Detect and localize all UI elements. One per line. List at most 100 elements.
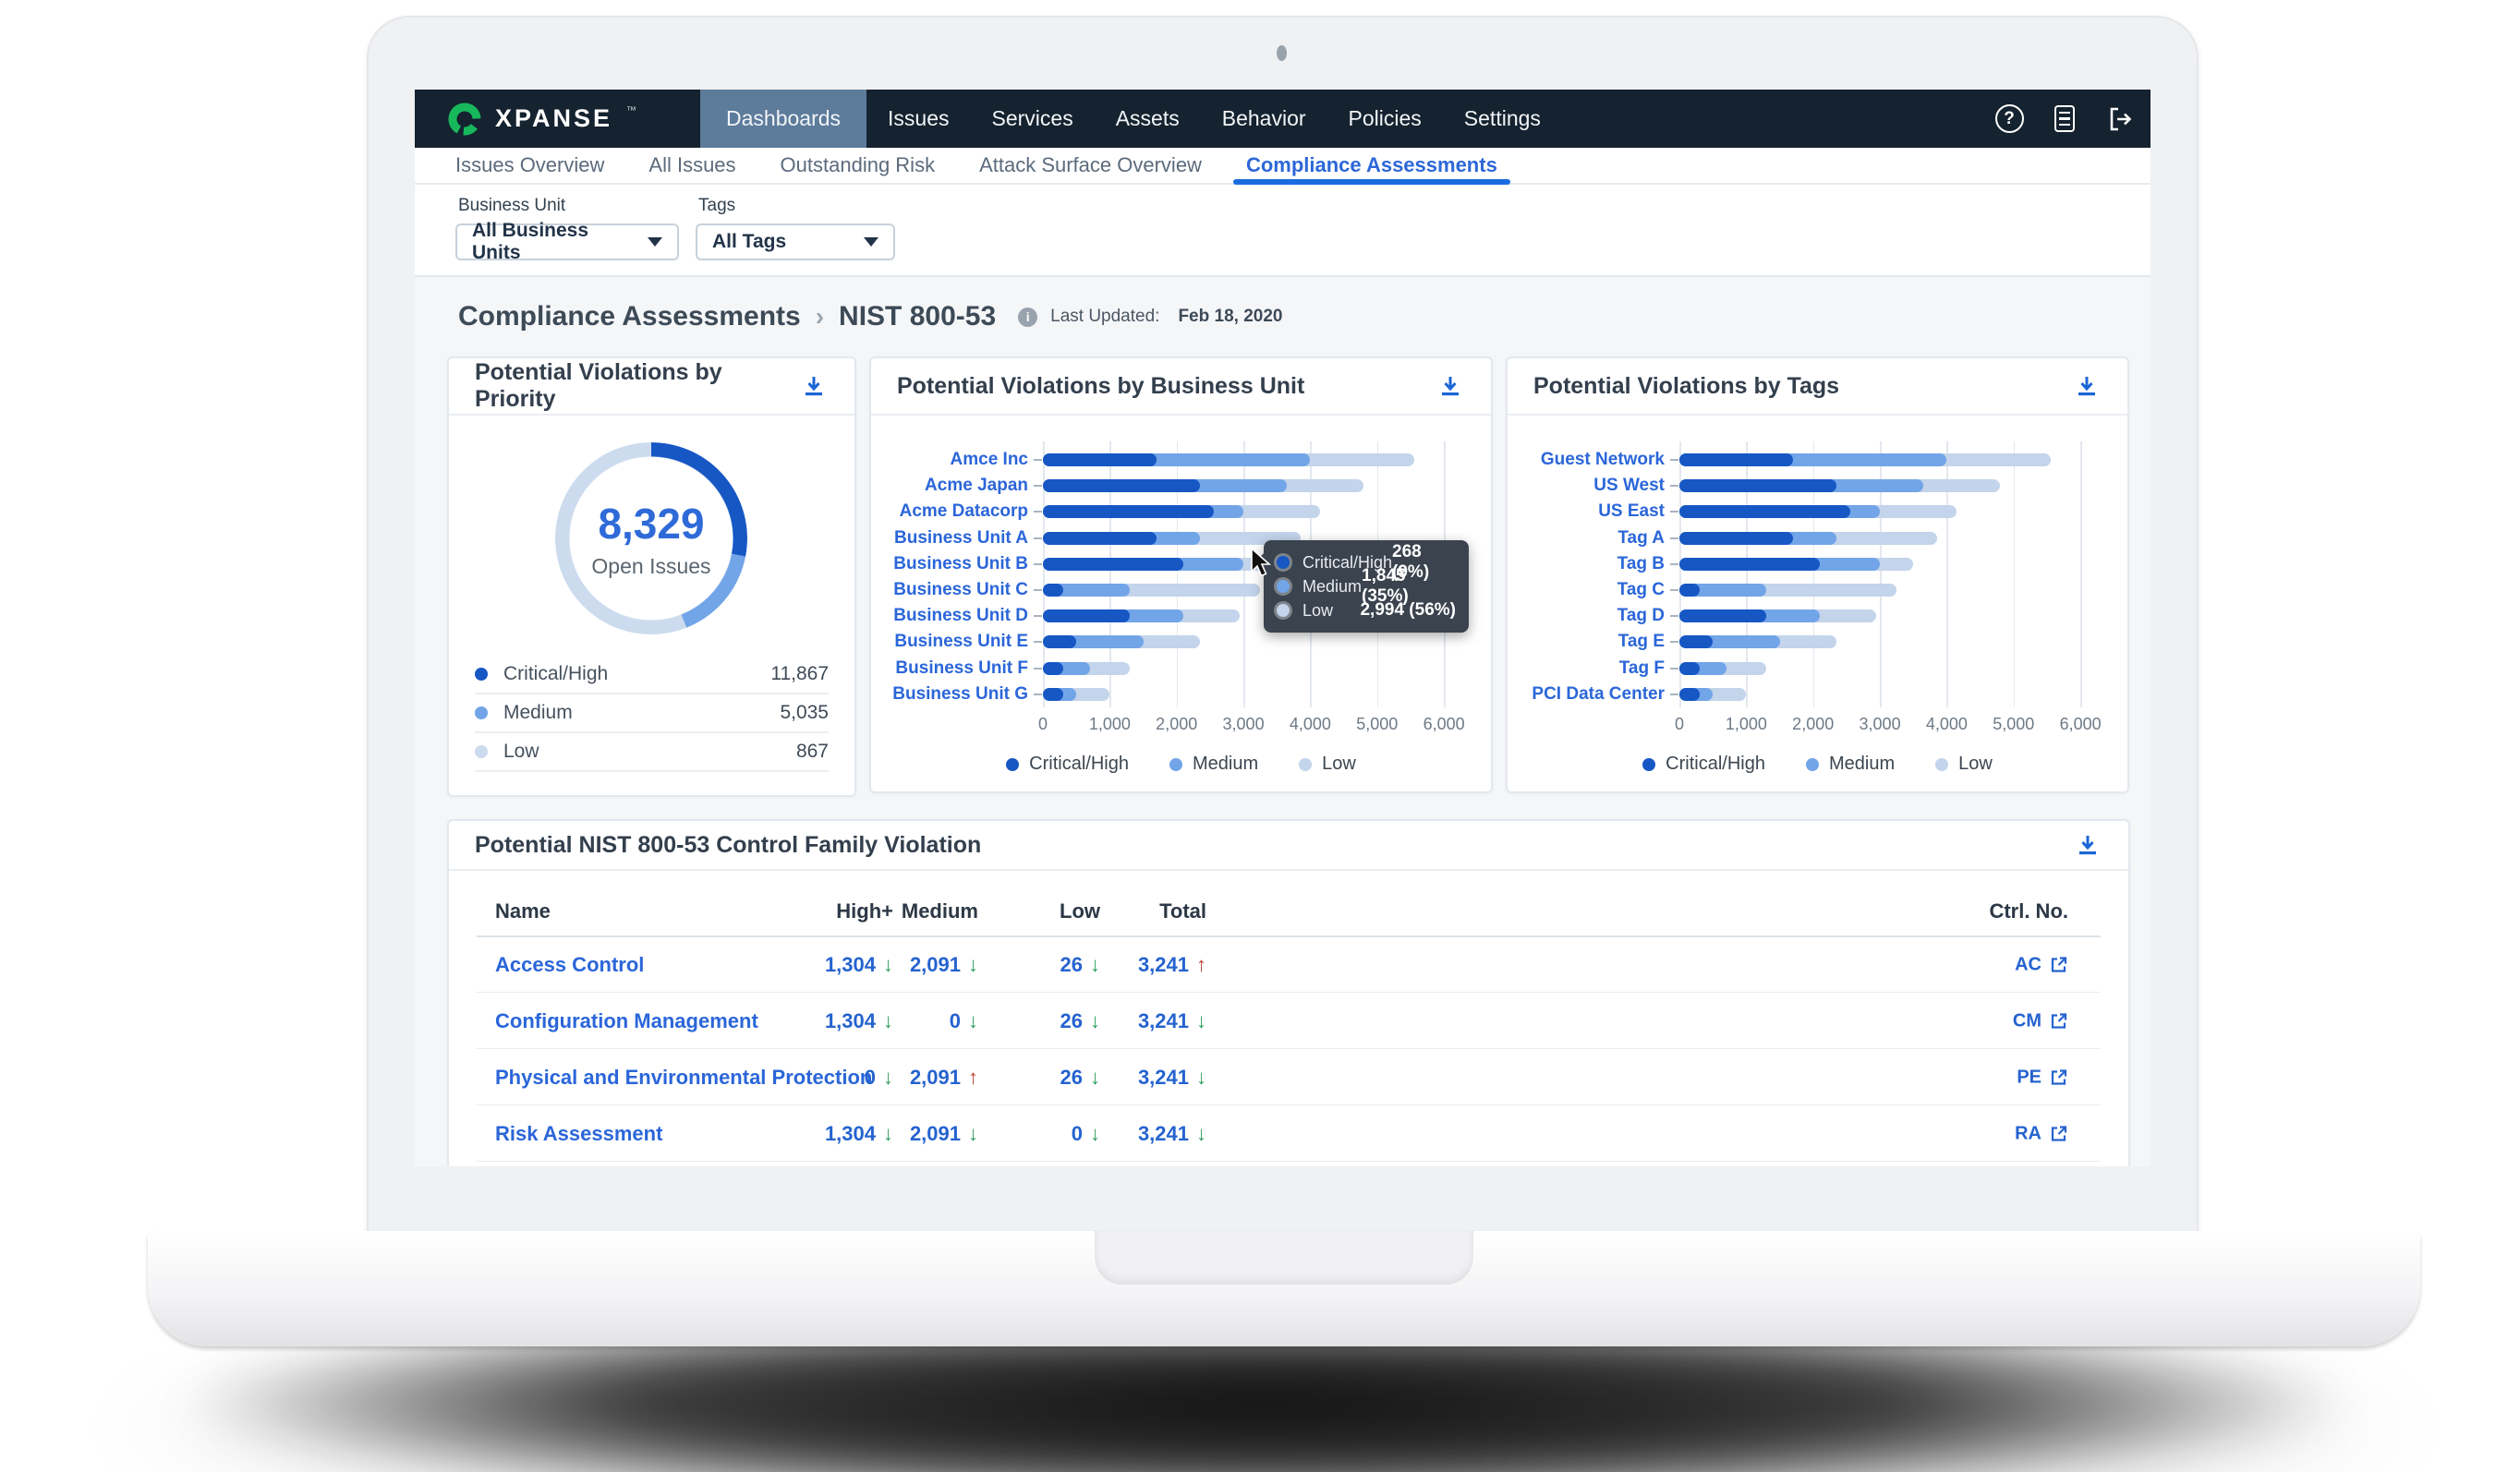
logout-icon[interactable] (2104, 103, 2136, 135)
bar-business-unit-f[interactable] (1043, 661, 1454, 675)
axis-tick (1034, 562, 1042, 565)
x-tick-label: 1,000 (1725, 715, 1767, 733)
ctrl-no-link[interactable]: PE (2017, 1067, 2068, 1088)
axis-tick (1034, 485, 1042, 488)
x-axis: 0 1,000 2,000 3,000 4,000 5,000 6,000 (1038, 715, 1465, 737)
x-tick-label: 3,000 (1222, 715, 1265, 733)
axis-tick (1670, 693, 1678, 695)
control-family-link[interactable]: Access Control (495, 952, 645, 976)
trend-down-icon: ↓ (1090, 1121, 1100, 1145)
category-label: US East (1598, 501, 1665, 522)
bar-business-unit-a[interactable] (1043, 531, 1454, 545)
bar-amce-inc[interactable] (1043, 453, 1454, 466)
page-subtitle: NIST 800-53 (839, 301, 997, 332)
nav-item-settings[interactable]: Settings (1463, 106, 1541, 130)
metric-cell: 3,241 ↑ (1138, 953, 1206, 977)
bar-tag-d[interactable] (1679, 609, 2090, 623)
bar-tag-b[interactable] (1679, 557, 2090, 571)
critical-segment (1043, 557, 1183, 571)
metric-cell: 2,091 ↑ (910, 1066, 978, 1090)
legend-value: 11,867 (770, 663, 829, 684)
bar-tag-e[interactable] (1679, 635, 2090, 649)
plot-area (1679, 441, 2090, 707)
last-updated-label: Last Updated: (1050, 307, 1160, 326)
ctrl-no-link[interactable]: RA (2015, 1123, 2068, 1144)
nav-item-assets[interactable]: Assets (1115, 106, 1180, 130)
metric-cell: 3,241 ↓ (1138, 1009, 1206, 1033)
bar-guest-network[interactable] (1679, 453, 2090, 466)
nav-item-policies[interactable]: Policies (1348, 106, 1422, 130)
trend-down-icon: ↓ (883, 1008, 893, 1032)
bar-tag-c[interactable] (1679, 584, 2090, 597)
column-header-medium: Medium (901, 899, 978, 923)
bar-business-unit-e[interactable] (1043, 635, 1454, 649)
bar-acme-datacorp[interactable] (1043, 505, 1454, 519)
tab-all-issues[interactable]: All Issues (648, 153, 736, 176)
bar-us-west[interactable] (1679, 479, 2090, 493)
nav-item-behavior[interactable]: Behavior (1221, 106, 1306, 130)
category-label: Tag D (1617, 606, 1665, 626)
category-label: Business Unit A (894, 527, 1028, 548)
business-unit-label: Business Unit (458, 196, 566, 215)
main-nav: Dashboards Issues Services Assets Behavior Po… (700, 90, 1562, 148)
bar-business-unit-d[interactable] (1043, 609, 1454, 623)
metric-cell: 1,304 ↓ (825, 953, 893, 977)
nav-item-issues[interactable]: Issues (888, 106, 950, 130)
download-icon[interactable] (800, 371, 829, 401)
x-tick-label: 6,000 (2059, 715, 2102, 733)
download-icon[interactable] (1436, 371, 1465, 401)
gridline (1880, 441, 1882, 707)
metric-value: 0 (864, 1065, 876, 1089)
tab-outstanding-risk[interactable]: Outstanding Risk (780, 153, 936, 176)
control-family-link[interactable]: Physical and Environmental Protection (495, 1065, 873, 1089)
download-icon[interactable] (2073, 830, 2102, 860)
critical-segment (1043, 505, 1214, 519)
x-tick-label: 5,000 (1993, 715, 2035, 733)
download-icon[interactable] (2072, 371, 2102, 401)
axis-tick (1034, 459, 1042, 461)
axis-tick (1034, 693, 1042, 695)
ctrl-no-value: RA (2015, 1123, 2041, 1143)
metric-value: 3,241 (1137, 1008, 1189, 1032)
business-unit-dropdown[interactable]: All Business Units (455, 220, 679, 263)
bar-us-east[interactable] (1679, 505, 2090, 519)
brand-logo[interactable]: XPANSE ™ (415, 90, 700, 148)
row-separator (477, 1104, 2101, 1105)
ctrl-no-link[interactable]: AC (2015, 954, 2068, 975)
critical-segment (1679, 531, 1793, 545)
metric-cell: 0 ↓ (950, 1009, 978, 1033)
webcam-dot (1277, 45, 1287, 61)
donut-ring (555, 442, 747, 634)
help-icon[interactable]: ? (1993, 103, 2025, 135)
nav-item-dashboards[interactable]: Dashboards (700, 90, 867, 148)
bar-pci-data-center[interactable] (1679, 687, 2090, 701)
tab-issues-overview[interactable]: Issues Overview (455, 153, 605, 176)
bar-tag-f[interactable] (1679, 661, 2090, 675)
tags-dropdown[interactable]: All Tags (696, 223, 895, 260)
bar-tag-a[interactable] (1679, 531, 2090, 545)
tab-attack-surface-overview[interactable]: Attack Surface Overview (979, 153, 1202, 176)
bar-acme-japan[interactable] (1043, 479, 1454, 493)
ctrl-no-link[interactable]: CM (2013, 1010, 2068, 1032)
control-family-link[interactable]: Configuration Management (495, 1008, 758, 1032)
open-issues-count: 8,329 (598, 499, 705, 548)
row-separator (477, 991, 2101, 993)
legend-label: Medium (503, 702, 573, 723)
bar-business-unit-g[interactable] (1043, 687, 1454, 701)
metric-cell: 0 ↓ (865, 1066, 893, 1090)
release-notes-icon[interactable] (2049, 103, 2080, 135)
laptop-base-notch (1095, 1231, 1473, 1285)
tab-compliance-assessments[interactable]: Compliance Assessments (1224, 148, 1520, 185)
control-family-link[interactable]: Risk Assessment (495, 1121, 663, 1145)
x-axis: 0 1,000 2,000 3,000 4,000 5,000 6,000 (1675, 715, 2102, 737)
category-label: Guest Network (1540, 450, 1665, 469)
bar-business-unit-b[interactable] (1043, 557, 1454, 571)
bar-business-unit-c[interactable] (1043, 584, 1454, 597)
legend-item: Low (1299, 754, 1356, 775)
axis-tick (1034, 589, 1042, 591)
chart-legend: Critical/High Medium Low (871, 754, 1491, 775)
nav-item-services[interactable]: Services (991, 106, 1073, 130)
critical-segment (1679, 609, 1767, 623)
category-label: Tag F (1618, 658, 1665, 678)
tooltip-row: Medium 1,845 (35%) (1277, 566, 1456, 606)
